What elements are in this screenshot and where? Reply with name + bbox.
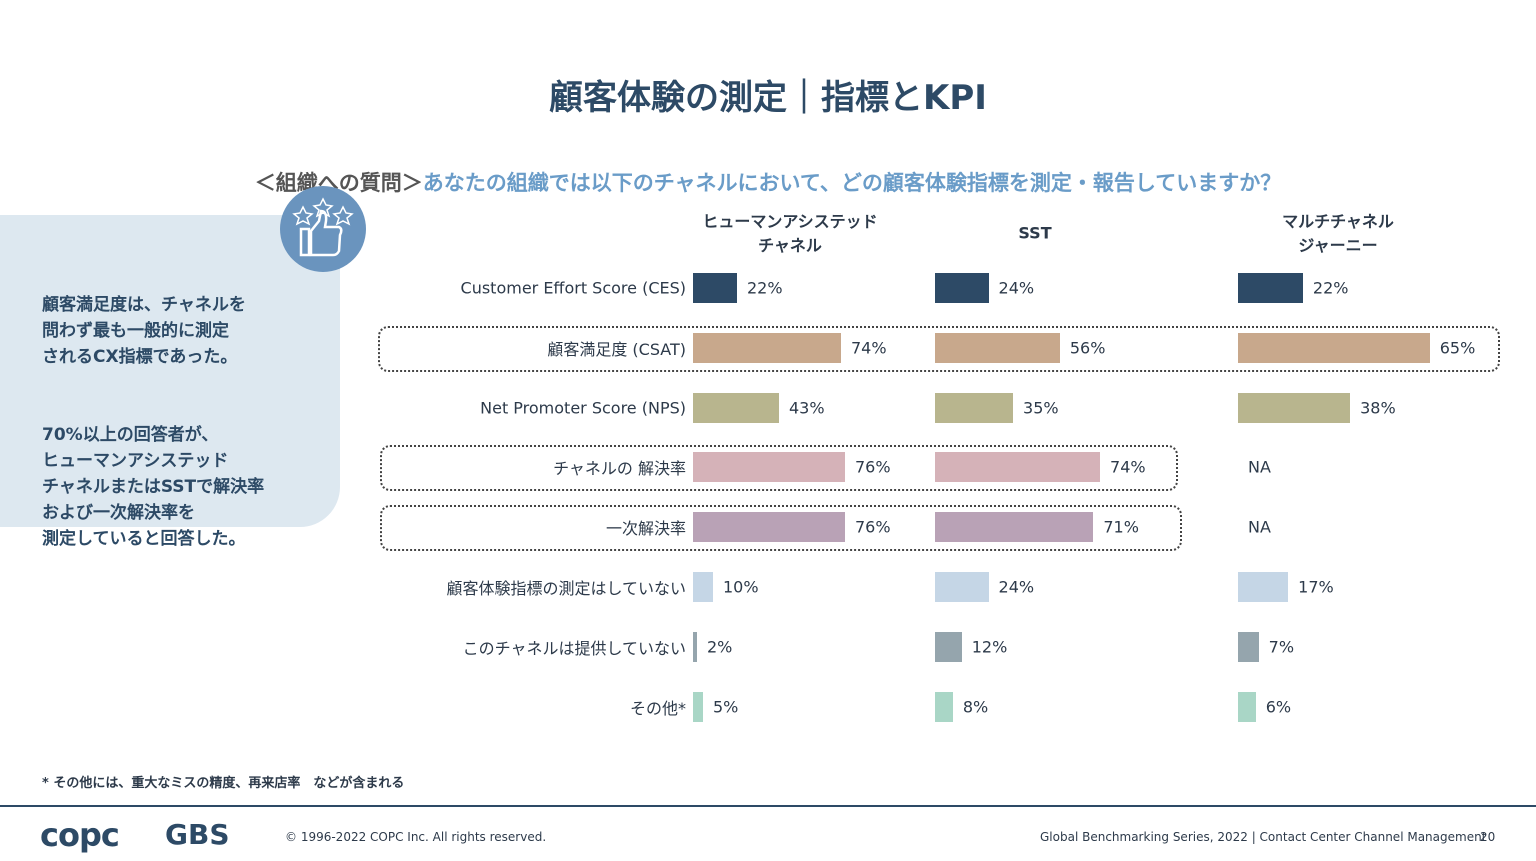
value-label: 71%	[1103, 517, 1139, 537]
bar	[935, 691, 953, 722]
icon	[280, 186, 366, 272]
bar	[935, 631, 962, 662]
value-label: 56%	[1069, 338, 1106, 358]
value-label: 12%	[971, 637, 1008, 657]
value-label: 7%	[1268, 637, 1295, 657]
value-label: 5%	[713, 697, 739, 717]
bar	[935, 452, 1101, 483]
highlight-box	[380, 505, 1182, 551]
footer-rule	[0, 805, 1536, 807]
bar	[935, 572, 989, 602]
value-label: 74%	[851, 338, 887, 358]
logo-copc: copc	[40, 816, 120, 854]
value-label: 22%	[747, 278, 783, 298]
sidebar-paragraph: 顧客満足度は、チャネルを 問わず最も一般的に測定 されるCX指標であった。	[42, 295, 246, 367]
bar	[693, 572, 713, 602]
title: 顧客体験の測定｜指標とKPI	[549, 78, 987, 118]
panel-title: SST	[1018, 223, 1052, 243]
bar	[1238, 572, 1289, 602]
bar	[1238, 691, 1256, 722]
bar	[693, 273, 737, 303]
bar	[693, 332, 841, 363]
category-label: このチャネルは提供していない	[462, 638, 686, 658]
value-label: NA	[1248, 517, 1271, 537]
value-label: 22%	[1312, 278, 1349, 298]
panel-title: ヒューマンアシステッド チャネル	[702, 212, 878, 255]
value-label: 10%	[723, 577, 759, 597]
bar	[1238, 631, 1259, 662]
value-label: 6%	[1265, 697, 1292, 717]
bar	[693, 452, 845, 483]
value-label: NA	[1248, 457, 1271, 477]
page-number: 20	[1480, 830, 1496, 844]
bar	[935, 392, 1014, 423]
bar	[1238, 273, 1303, 303]
value-label: 17%	[1298, 577, 1334, 597]
value-label: 76%	[855, 517, 891, 537]
panel-title: マルチチャネル ジャーニー	[1282, 212, 1394, 255]
category-label: Customer Effort Score (CES)	[460, 278, 686, 298]
question: ＜組織への質問＞あなたの組織では以下のチャネルにおいて、どの顧客体験指標を測定・…	[0, 143, 1536, 197]
footnote: * その他には、重大なミスの精度、再来店率 などが含まれる	[42, 776, 405, 791]
category-label: 一次解決率	[605, 519, 686, 539]
value-label: 35%	[1023, 398, 1059, 418]
value-label: 24%	[998, 577, 1035, 597]
value-label: 74%	[1110, 457, 1146, 477]
bar	[693, 392, 779, 423]
value-label: 65%	[1439, 338, 1476, 358]
highlight-box	[378, 326, 1500, 372]
value-label: 8%	[962, 697, 989, 717]
value-label: 76%	[855, 457, 891, 477]
category-label: チャネルの 解決率	[553, 459, 686, 479]
value-label: 38%	[1360, 398, 1396, 418]
category-label: 顧客満足度 (CSAT)	[547, 339, 686, 359]
highlight-box	[380, 445, 1178, 491]
value-label: 24%	[998, 278, 1035, 298]
series-info: Global Benchmarking Series, 2022 | Conta…	[1040, 830, 1487, 844]
sidebar-paragraph: 70%以上の回答者が、 ヒューマンアシステッド チャネルまたはSSTで解決率 お…	[42, 425, 265, 549]
sidebar-text: 顧客満足度は、チャネルを 問わず最も一般的に測定 されるCX指標であった。 70…	[42, 266, 264, 578]
value-label: 2%	[707, 637, 733, 657]
bar	[693, 512, 845, 543]
category-label: その他*	[629, 698, 686, 718]
bar	[935, 332, 1060, 363]
category-label: Net Promoter Score (NPS)	[480, 398, 686, 418]
bar	[693, 691, 703, 722]
logo-gbs: GBS	[165, 818, 230, 851]
bar	[1238, 392, 1351, 423]
bar	[935, 273, 989, 303]
category-label: 顧客体験指標の測定はしていない	[446, 579, 686, 598]
question-text: あなたの組織では以下のチャネルにおいて、どの顧客体験指標を測定・報告していますか…	[422, 171, 1282, 195]
bar	[693, 631, 697, 662]
bar	[935, 512, 1094, 543]
value-label: 43%	[789, 398, 825, 418]
bar	[1238, 332, 1430, 363]
copyright: © 1996-2022 COPC Inc. All rights reserve…	[285, 830, 547, 844]
sidebar-bg	[0, 215, 340, 527]
